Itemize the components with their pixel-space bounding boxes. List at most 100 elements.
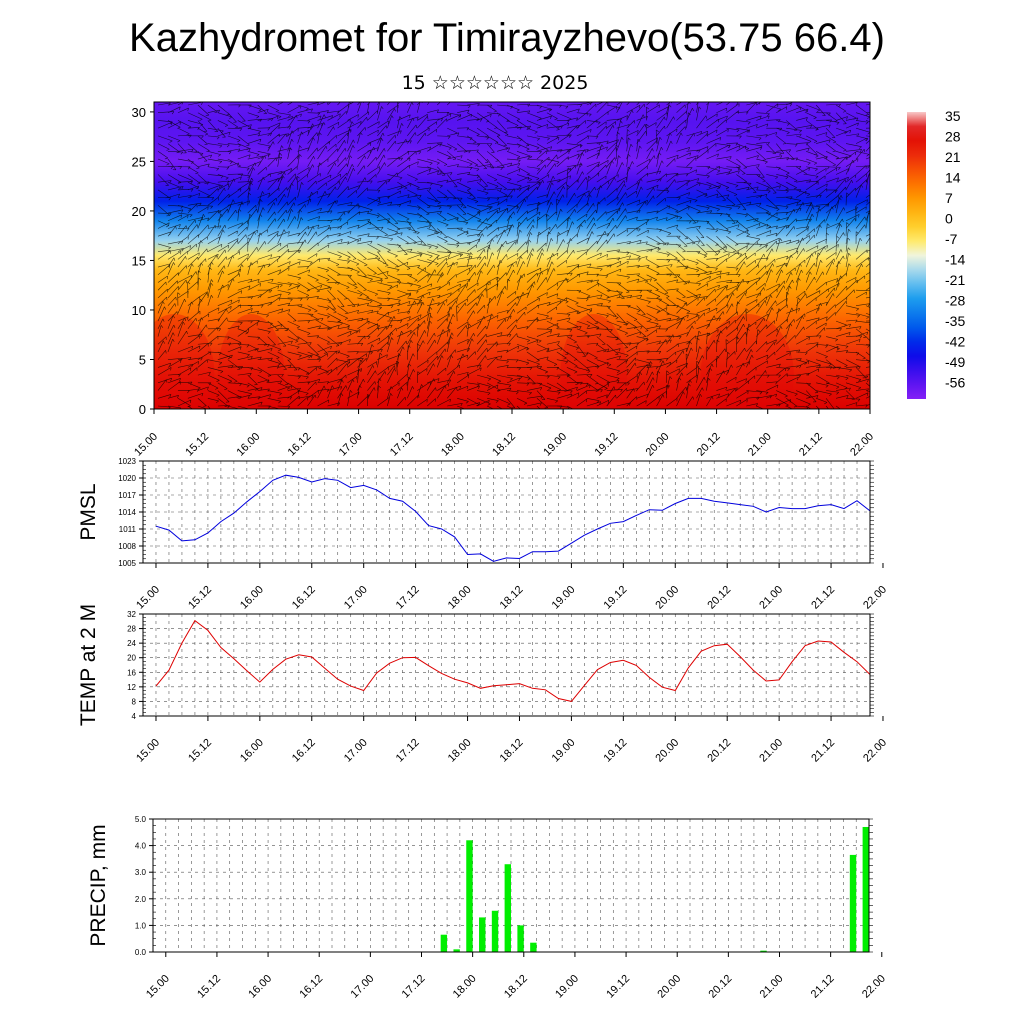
x-tick-label: 20.12: [705, 737, 733, 765]
x-tick-label: 18.12: [490, 431, 518, 459]
precip-bar: [504, 864, 511, 952]
x-tick-label: 17.00: [337, 431, 365, 459]
x-tick-label: 15.12: [186, 584, 214, 612]
y-tick-label: 12: [127, 683, 136, 692]
x-tick-label: 18.12: [498, 737, 526, 765]
y-tick-label: 1014: [118, 508, 136, 517]
colorbar-label: 28: [945, 129, 961, 145]
colorbar-label: -7: [945, 231, 958, 247]
y-tick-label: 1.0: [135, 921, 147, 930]
y-tick-label: 4.0: [135, 842, 147, 851]
y-tick-label: 1017: [118, 491, 136, 500]
x-tick-label: 18.12: [498, 584, 526, 612]
x-tick-label: 20.12: [695, 431, 723, 459]
y-tick-label: 16: [127, 668, 136, 677]
x-tick-label: 16.12: [290, 737, 318, 765]
x-tick-label: 16.12: [290, 584, 318, 612]
x-tick-label: 15.12: [195, 973, 223, 1001]
precip-bar: [760, 950, 767, 952]
pmsl-panel: 1023 1020 1017 1014 1011 1008 1005 15.00 15.12 16…: [77, 457, 889, 612]
precip-panel: 5.0 4.0 3.0 2.0 1.0 0.0 15.00 15.12 16.00 16.12 17…: [87, 815, 888, 1001]
x-tick-label: 21.12: [809, 973, 837, 1001]
x-tick-label: 17.00: [342, 737, 370, 765]
wind-barbs: [157, 102, 870, 409]
precip-bar: [517, 925, 524, 952]
colorbar-label: 7: [945, 190, 953, 206]
y-tick-label: 20: [127, 654, 136, 663]
x-tick-label: 19.12: [602, 584, 630, 612]
precip-bar: [453, 949, 460, 952]
x-tick-label: 20.00: [644, 431, 672, 459]
y-tick-label: 30: [132, 105, 146, 120]
x-tick-label: 19.00: [541, 431, 569, 459]
x-tick-label: 17.12: [394, 737, 422, 765]
x-tick-label: 21.12: [797, 431, 825, 459]
x-tick-label: 19.12: [604, 973, 632, 1001]
x-tick-label: 21.12: [809, 584, 837, 612]
y-tick-label: 25: [132, 154, 146, 169]
precip-bar: [491, 910, 499, 952]
colorbar-label: 21: [945, 149, 961, 165]
x-tick-label: 20.00: [655, 973, 683, 1001]
colorbar-label: -28: [945, 293, 965, 309]
y-tick-label: 5: [139, 352, 146, 367]
x-tick-label: 21.00: [758, 973, 786, 1001]
precip-bar: [479, 917, 486, 952]
y-tick-label: 8: [132, 697, 137, 706]
grid: [142, 460, 871, 564]
y-tick-label: 28: [127, 625, 136, 634]
x-tick-label: 18.00: [446, 737, 474, 765]
colorbar-label: -14: [945, 252, 965, 268]
x-tick-label: 15.12: [186, 737, 214, 765]
colorbar-label: 0: [945, 211, 953, 227]
precip-bar: [530, 942, 537, 952]
x-tick-label: 19.00: [550, 584, 578, 612]
pmsl-ylabel: PMSL: [77, 483, 100, 540]
x-tick-label: 16.12: [286, 431, 314, 459]
y-tick-label: 0.0: [135, 948, 147, 957]
x-tick-label: 19.00: [550, 737, 578, 765]
y-tick-label: 4: [132, 712, 137, 721]
precip-bar: [440, 934, 448, 952]
pmsl-series-line: [155, 474, 871, 562]
y-tick-label: 5.0: [135, 815, 147, 824]
chart-title: Kazhydromet for Timirayzhevo(53.75 66.4): [129, 16, 885, 60]
colorbar-label: -56: [945, 375, 965, 391]
x-tick-label: 21.00: [746, 431, 774, 459]
temp2m-series-line: [155, 619, 871, 702]
y-tick-label: 1011: [119, 525, 137, 534]
cross-section-panel: 0 5 10 15 20 25 30 15.00 15.12 16.00 16.12 17.00 17.…: [132, 101, 876, 459]
temp-panel: 32 28 24 20 16 12 8 4 15.00 15.12 16.00 16.12 17.00 1…: [77, 604, 889, 765]
x-tick-label: 20.12: [705, 584, 733, 612]
y-tick-label: 3.0: [135, 868, 147, 877]
colorbar-strip: [907, 112, 926, 399]
warm-anomaly: [217, 314, 285, 409]
x-tick-label: 22.00: [860, 973, 888, 1001]
x-tick-label: 20.00: [653, 737, 681, 765]
x-tick-label: 21.12: [809, 737, 837, 765]
x-tick-label: 22.00: [848, 431, 876, 459]
y-tick-label: 1023: [118, 457, 136, 466]
y-tick-label: 0: [139, 402, 146, 417]
grid: [142, 613, 871, 717]
x-tick-label: 21.00: [757, 584, 785, 612]
precip-bar: [849, 854, 857, 952]
chart-subtitle: 15 ☆☆☆☆☆☆ 2025: [401, 72, 589, 94]
colorbar-label: 14: [945, 170, 961, 186]
x-tick-label: 17.12: [394, 584, 422, 612]
colorbar-label: -21: [945, 272, 965, 288]
colorbar: 35 28 21 14 7 0 -7 -14 -21 -28 -35 -42 -49 -56: [907, 108, 965, 399]
x-tick-label: 20.12: [707, 973, 735, 1001]
colorbar-label: -42: [945, 334, 965, 350]
x-tick-label: 19.12: [592, 431, 620, 459]
x-tick-label: 15.00: [134, 737, 162, 765]
x-tick-label: 15.12: [183, 431, 211, 459]
precip-bar: [466, 840, 473, 952]
y-tick-label: 2.0: [135, 895, 147, 904]
x-tick-label: 18.00: [439, 431, 467, 459]
x-tick-label: 16.00: [234, 431, 262, 459]
x-tick-label: 16.00: [238, 584, 266, 612]
y-tick-label: 15: [132, 253, 146, 268]
x-tick-label: 15.00: [134, 584, 162, 612]
